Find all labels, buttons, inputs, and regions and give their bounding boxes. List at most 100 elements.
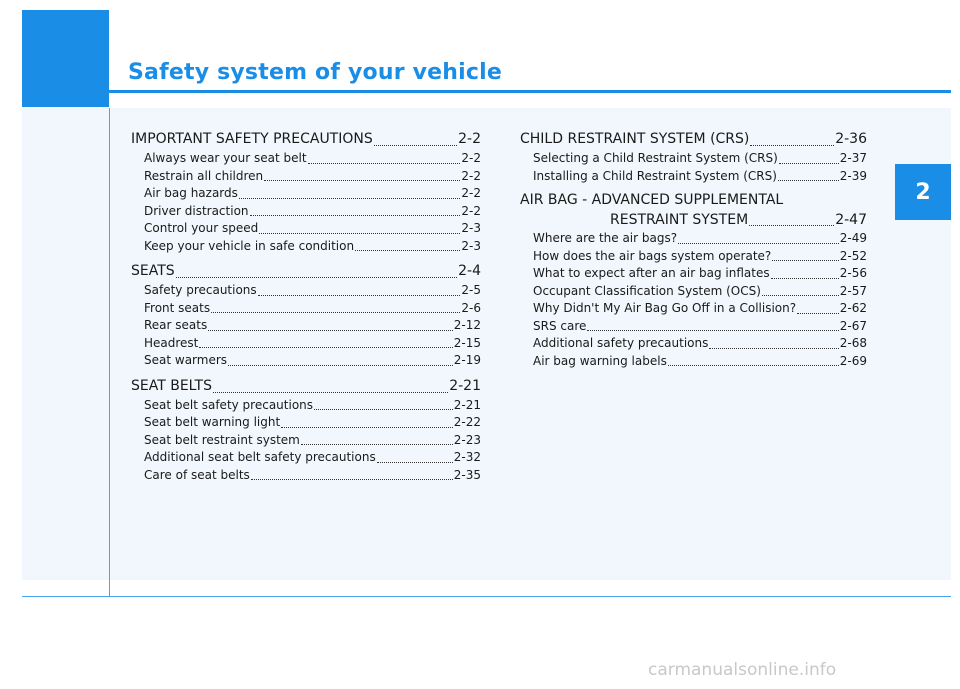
toc-entry[interactable]: Seat belt warning light 2-22 bbox=[131, 414, 481, 432]
toc-entry-label: Occupant Classification System (OCS) bbox=[533, 283, 761, 298]
toc-entry[interactable]: Where are the air bags? 2-49 bbox=[520, 230, 867, 248]
toc-entry[interactable]: Additional seat belt safety precautions 2… bbox=[131, 449, 481, 467]
toc-left-column: IMPORTANT SAFETY PRECAUTIONS 2-2 Always … bbox=[131, 128, 481, 489]
toc-section: SEAT BELTS 2-21 Seat belt safety precaut… bbox=[131, 375, 481, 485]
toc-entry-page: 2-2 bbox=[461, 151, 481, 165]
leader-dots bbox=[264, 180, 461, 181]
toc-heading[interactable]: SEAT BELTS 2-21 bbox=[131, 375, 481, 397]
toc-heading[interactable]: AIR BAG - ADVANCED SUPPLEMENTAL RESTRAIN… bbox=[520, 190, 867, 230]
leader-dots bbox=[249, 215, 461, 216]
toc-entry-label: Control your speed bbox=[144, 221, 259, 235]
toc-entry[interactable]: Seat warmers 2-19 bbox=[131, 352, 481, 370]
toc-heading-page: 2-47 bbox=[835, 212, 867, 228]
leader-dots bbox=[667, 365, 839, 366]
toc-entry[interactable]: Selecting a Child Restraint System (CRS)… bbox=[520, 150, 867, 168]
toc-entry-label: Front seats bbox=[144, 300, 211, 315]
leader-dots bbox=[175, 277, 458, 278]
toc-heading-label: AIR BAG - ADVANCED SUPPLEMENTAL bbox=[520, 192, 784, 208]
toc-entry-page: 2-67 bbox=[839, 318, 867, 333]
toc-entry[interactable]: Care of seat belts 2-35 bbox=[131, 467, 481, 485]
leader-dots bbox=[208, 329, 453, 331]
leader-dots bbox=[213, 391, 449, 393]
toc-entry-label: Rear seats bbox=[144, 318, 208, 332]
toc-entry-label: Additional seat belt safety precautions bbox=[144, 450, 376, 464]
leader-dots bbox=[228, 364, 453, 366]
toc-entry[interactable]: SRS care 2-67 bbox=[520, 318, 867, 336]
toc-entry-page: 2-19 bbox=[453, 353, 481, 367]
leader-dots bbox=[300, 444, 453, 445]
toc-entry[interactable]: Air bag warning labels 2-69 bbox=[520, 353, 867, 371]
toc-entry-label: Care of seat belts bbox=[144, 467, 250, 482]
margin-divider bbox=[109, 108, 110, 596]
toc-entry[interactable]: Driver distraction 2-2 bbox=[131, 203, 481, 221]
leader-dots bbox=[211, 312, 461, 313]
toc-entry[interactable]: How does the air bags system operate? 2-5… bbox=[520, 248, 867, 266]
leader-dots bbox=[772, 260, 839, 261]
toc-entry-label: Headrest bbox=[144, 335, 199, 350]
toc-entry[interactable]: Front seats 2-6 bbox=[131, 300, 481, 318]
leader-dots bbox=[250, 479, 453, 480]
leader-dots bbox=[307, 162, 461, 164]
site-watermark: carmanualsonline.info bbox=[648, 660, 837, 680]
toc-entry[interactable]: Safety precautions 2-5 bbox=[131, 282, 481, 300]
toc-heading-page: 2-21 bbox=[449, 377, 481, 394]
toc-entry-page: 2-35 bbox=[453, 467, 481, 482]
toc-entry-page: 2-57 bbox=[839, 283, 867, 298]
toc-entry-page: 2-3 bbox=[461, 238, 481, 253]
footer-divider bbox=[22, 596, 951, 597]
toc-entry-page: 2-32 bbox=[453, 450, 481, 464]
toc-section: SEATS 2-4 Safety precautions 2-5 Front se… bbox=[131, 260, 481, 370]
toc-entry-page: 2-49 bbox=[839, 231, 867, 245]
toc-entry[interactable]: Additional safety precautions 2-68 bbox=[520, 335, 867, 353]
toc-entry-page: 2-23 bbox=[453, 432, 481, 447]
toc-entry-page: 2-2 bbox=[461, 186, 481, 200]
toc-entry[interactable]: Air bag hazards 2-2 bbox=[131, 185, 481, 203]
toc-entry-label: How does the air bags system operate? bbox=[533, 248, 772, 263]
toc-entry-page: 2-12 bbox=[453, 318, 481, 332]
toc-heading[interactable]: CHILD RESTRAINT SYSTEM (CRS) 2-36 bbox=[520, 128, 867, 150]
leader-dots bbox=[797, 312, 839, 314]
toc-entry-page: 2-3 bbox=[461, 221, 481, 235]
toc-heading[interactable]: SEATS 2-4 bbox=[131, 260, 481, 282]
leader-dots bbox=[281, 426, 453, 428]
toc-heading-label: IMPORTANT SAFETY PRECAUTIONS bbox=[131, 131, 373, 147]
toc-entry[interactable]: Seat belt restraint system 2-23 bbox=[131, 432, 481, 450]
toc-heading-label: CHILD RESTRAINT SYSTEM (CRS) bbox=[520, 131, 750, 147]
toc-entry[interactable]: Occupant Classification System (OCS) 2-57 bbox=[520, 283, 867, 301]
leader-dots bbox=[355, 250, 461, 251]
leader-dots bbox=[678, 242, 839, 244]
chapter-tab[interactable]: 2 bbox=[895, 164, 951, 220]
toc-entry-page: 2-22 bbox=[453, 415, 481, 429]
toc-heading-page: 2-36 bbox=[835, 131, 867, 147]
toc-entry-page: 2-15 bbox=[453, 335, 481, 350]
toc-heading-label-continued: RESTRAINT SYSTEM bbox=[610, 212, 749, 228]
toc-entry[interactable]: Headrest 2-15 bbox=[131, 335, 481, 353]
toc-entry[interactable]: Why Didn't My Air Bag Go Off in a Collis… bbox=[520, 300, 867, 318]
leader-dots bbox=[770, 277, 839, 279]
toc-entry[interactable]: Restrain all children 2-2 bbox=[131, 168, 481, 186]
toc-heading[interactable]: IMPORTANT SAFETY PRECAUTIONS 2-2 bbox=[131, 128, 481, 150]
toc-entry-page: 2-69 bbox=[839, 353, 867, 368]
toc-entry[interactable]: Installing a Child Restraint System (CRS… bbox=[520, 168, 867, 186]
toc-entry[interactable]: Always wear your seat belt 2-2 bbox=[131, 150, 481, 168]
leader-dots bbox=[587, 330, 839, 331]
toc-entry-label: Seat belt safety precautions bbox=[144, 397, 314, 412]
toc-entry[interactable]: Keep your vehicle in safe condition 2-3 bbox=[131, 238, 481, 256]
toc-right-column: CHILD RESTRAINT SYSTEM (CRS) 2-36 Select… bbox=[520, 128, 867, 375]
toc-section: CHILD RESTRAINT SYSTEM (CRS) 2-36 Select… bbox=[520, 128, 867, 185]
toc-entry-label: Air bag hazards bbox=[144, 186, 238, 200]
toc-heading-page: 2-4 bbox=[458, 263, 481, 279]
toc-section: AIR BAG - ADVANCED SUPPLEMENTAL RESTRAIN… bbox=[520, 190, 867, 370]
toc-entry-page: 2-39 bbox=[839, 168, 867, 183]
toc-entry-label: What to expect after an air bag inflates bbox=[533, 266, 770, 280]
leader-dots bbox=[761, 295, 839, 296]
toc-entry-page: 2-21 bbox=[453, 397, 481, 412]
toc-entry-page: 2-62 bbox=[839, 301, 867, 315]
toc-entry[interactable]: What to expect after an air bag inflates… bbox=[520, 265, 867, 283]
toc-entry-page: 2-52 bbox=[839, 248, 867, 263]
toc-entry-label: Always wear your seat belt bbox=[144, 151, 307, 165]
toc-entry[interactable]: Seat belt safety precautions 2-21 bbox=[131, 397, 481, 415]
toc-entry[interactable]: Control your speed 2-3 bbox=[131, 220, 481, 238]
toc-entry[interactable]: Rear seats 2-12 bbox=[131, 317, 481, 335]
toc-entry-page: 2-56 bbox=[839, 266, 867, 280]
